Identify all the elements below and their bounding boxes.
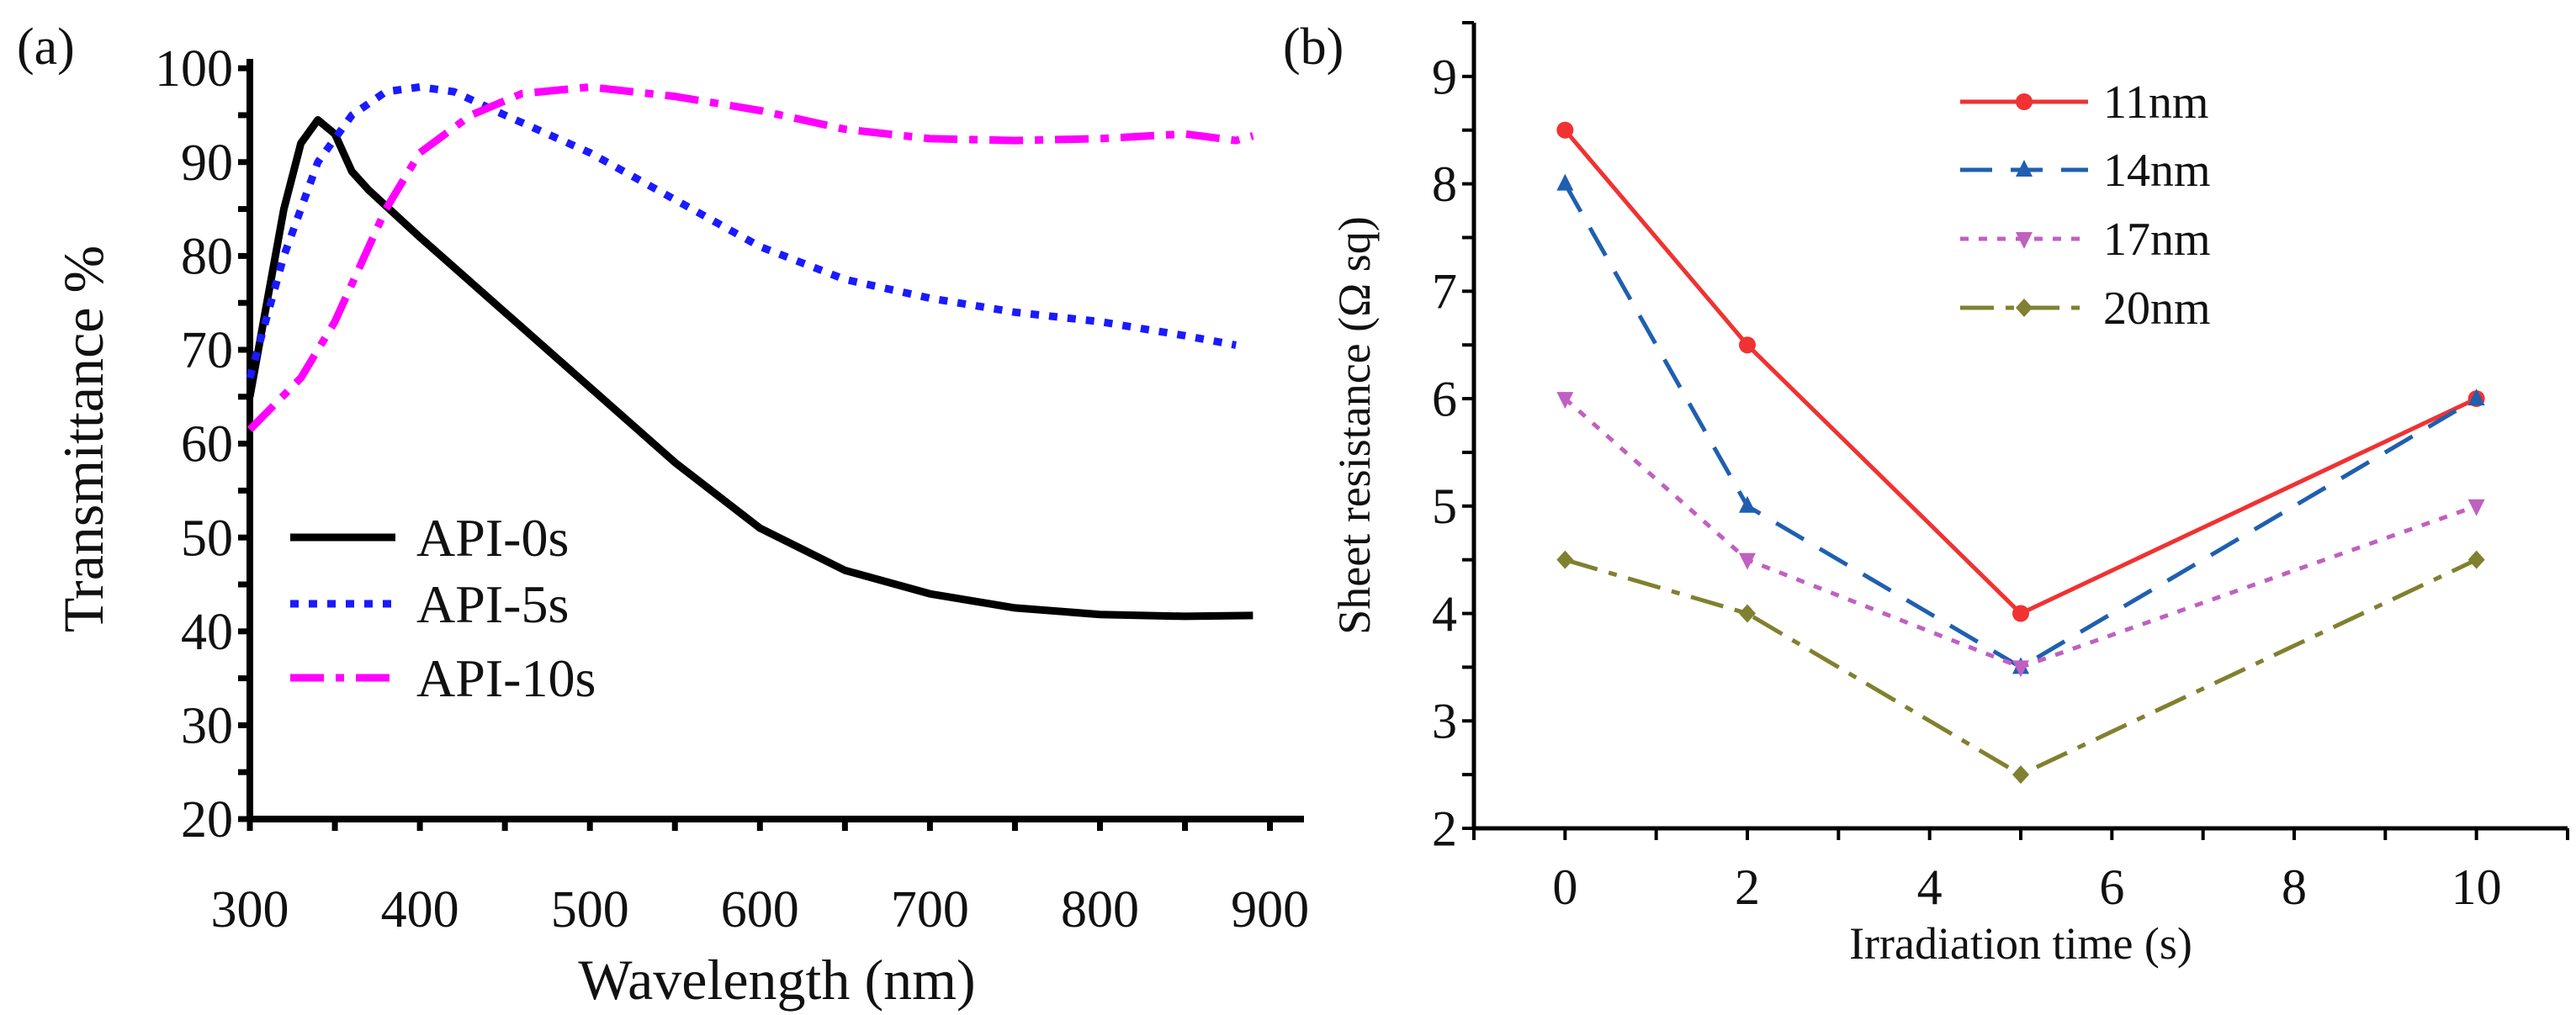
panel-a-transmittance-chart: 300 400 500 600 700 800 900 20 30 40 50 60 70 80 90 100… [17,19,1309,1012]
y-tick-label: 5 [1432,478,1457,534]
x-axis-title: Wavelength (nm) [578,948,975,1012]
y-tick-label: 4 [1432,586,1457,642]
legend-label: API-10s [416,648,596,708]
data-point-11nm [1739,336,1756,354]
x-tick-label: 8 [2282,859,2307,915]
legend-label: API-5s [416,574,569,634]
legend-label: 17nm [2103,214,2211,266]
legend-marker-20nm [2016,299,2033,317]
legend-marker-17nm [2016,232,2033,249]
y-tick-label: 20 [181,791,233,848]
legend-label: 14nm [2103,145,2211,197]
y-tick-label: 100 [155,40,233,98]
x-tick-label: 500 [551,881,629,938]
x-tick-label: 4 [1917,859,1943,915]
x-tick-label: 6 [2099,859,2124,915]
data-point-11nm [1556,121,1574,139]
data-point-17nm [2012,660,2029,678]
y-tick-label: 30 [181,697,233,754]
x-tick-label: 2 [1735,859,1760,915]
data-point-20nm [1556,550,1574,569]
y-tick-label: 9 [1432,49,1457,104]
x-tick-label: 0 [1552,859,1577,915]
series-line-20nm [1564,558,2478,777]
series-line-API-10s [246,82,1254,433]
y-tick-label: 50 [181,510,233,567]
x-axis-title: Irradiation time (s) [1849,918,2192,969]
y-tick-label: 2 [1432,801,1457,856]
x-tick-label: 700 [891,881,969,938]
data-point-20nm [2012,765,2029,785]
x-tick-label: 300 [211,881,289,938]
series-line-14nm [1563,182,2478,669]
data-point-20nm [2467,550,2485,569]
series-line-API-5s [246,82,1237,379]
x-tick-label: 800 [1061,881,1139,938]
x-tick-label: 600 [721,881,799,938]
series-line-11nm [1563,129,2478,616]
panel-b-sheet-resistance-chart: 0 2 4 6 8 10 2 3 4 5 6 7 8 9 Irradiation time (s) Sheet… [1283,19,2569,969]
y-tick-label: 70 [181,322,233,379]
legend-marker-11nm [2016,93,2033,110]
series-line-17nm [1563,397,2478,669]
panel-label: (a) [17,19,75,76]
legend-label: 20nm [2103,283,2211,335]
data-point-17nm [1556,392,1574,410]
x-tick-label: 400 [381,881,459,938]
y-tick-label: 7 [1432,264,1457,320]
data-point-11nm [2012,605,2029,622]
x-tick-label: 10 [2451,859,2502,915]
legend-label: 11nm [2103,77,2208,129]
y-tick-label: 6 [1432,371,1457,426]
y-tick-label: 90 [181,135,233,192]
data-point-20nm [1739,604,1756,623]
y-axis-title: Sheet resistance (Ω sq) [1329,216,1380,634]
data-point-14nm [1556,173,1574,191]
y-tick-label: 8 [1432,156,1457,212]
panel-label: (b) [1283,19,1344,76]
x-tick-label: 900 [1231,881,1309,938]
data-point-14nm [1739,495,1756,513]
data-point-14nm [2467,389,2485,406]
y-tick-label: 80 [181,228,233,285]
series-line-API-0s [246,116,1254,621]
y-axis-title: Transmittance % [51,246,115,632]
data-point-17nm [1739,552,1756,570]
y-tick-label: 3 [1432,694,1457,749]
data-point-17nm [2467,499,2485,516]
y-tick-label: 60 [181,416,233,473]
legend-label: API-0s [416,508,569,568]
y-tick-label: 40 [181,604,233,661]
legend-marker-14nm [2016,160,2033,177]
